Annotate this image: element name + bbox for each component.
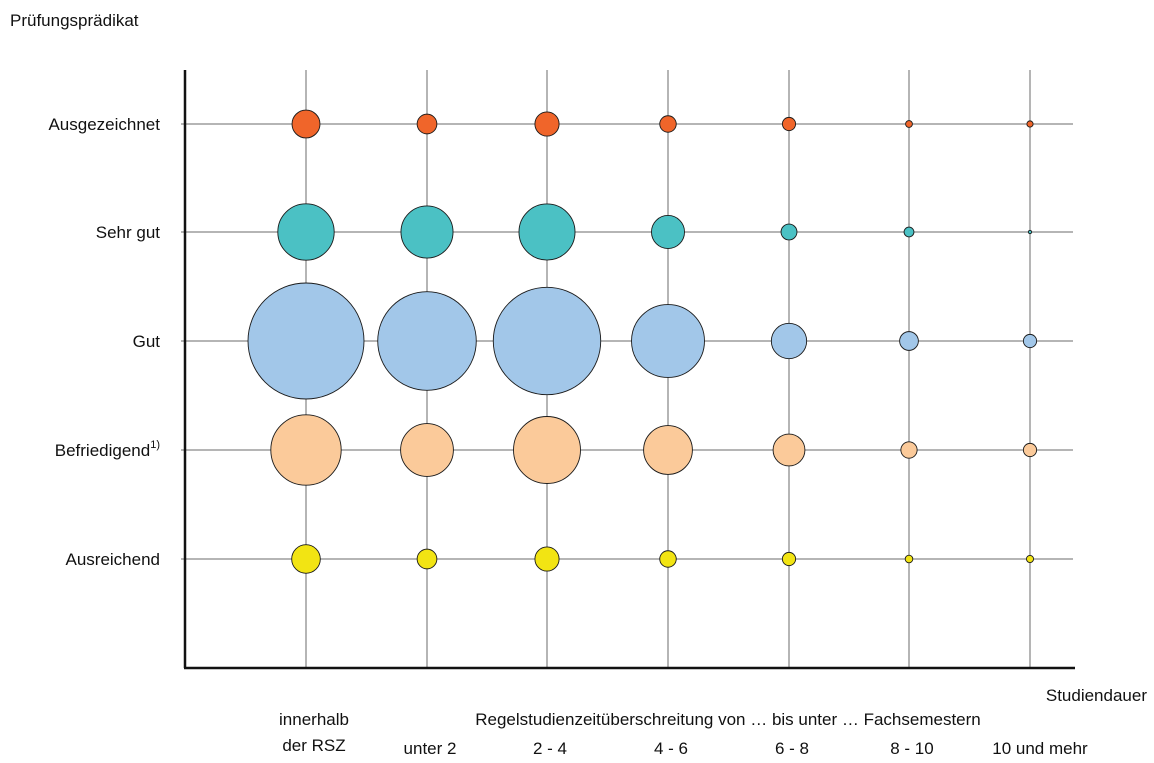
y-tick-label: Ausgezeichnet: [48, 115, 160, 134]
bubble-0-3: [659, 115, 677, 133]
bubble-2-6: [1022, 333, 1038, 349]
x-tick-label: unter 2: [404, 739, 457, 758]
bubble-3-4: [772, 433, 806, 467]
bubble-0-2: [534, 111, 560, 137]
bubble-2-5: [899, 331, 919, 351]
bubble-1-0: [277, 203, 335, 261]
bubble-1-5: [903, 226, 915, 238]
bubble-2-0: [247, 282, 365, 400]
footnote-marker: 1): [150, 439, 160, 451]
bubble-4-5: [904, 554, 914, 564]
bubble-3-2: [513, 416, 581, 484]
bubble-1-3: [651, 215, 685, 249]
x-tick-label: 10 und mehr: [992, 739, 1088, 758]
bubble-4-2: [534, 546, 560, 572]
x-tick-label: 8 - 10: [890, 739, 933, 758]
bubble-3-5: [900, 441, 918, 459]
bubbles: [247, 109, 1038, 574]
x-tick-label: 2 - 4: [533, 739, 567, 758]
bubble-1-4: [780, 223, 798, 241]
x-tick-label: der RSZ: [282, 736, 345, 755]
y-axis-title: Prüfungsprädikat: [10, 11, 139, 30]
bubble-2-1: [377, 291, 477, 391]
x-group-label: Regelstudienzeitüberschreitung von … bis…: [475, 710, 981, 729]
bubble-0-6: [1026, 120, 1034, 128]
y-tick-label: Ausreichend: [65, 550, 160, 569]
bubble-3-3: [643, 425, 693, 475]
bubble-3-0: [270, 414, 342, 486]
bubble-4-0: [291, 544, 321, 574]
bubble-0-4: [781, 116, 797, 132]
bubble-4-4: [781, 551, 797, 567]
bubble-3-6: [1022, 442, 1038, 458]
x-tick-label-line1: innerhalb: [279, 710, 349, 729]
bubble-4-1: [416, 548, 438, 570]
bubble-0-5: [905, 120, 913, 128]
bubble-1-6: [1027, 229, 1033, 235]
axes: [183, 70, 1075, 670]
bubble-0-1: [416, 113, 438, 135]
bubble-0-0: [291, 109, 321, 139]
bubble-1-2: [518, 203, 576, 261]
y-tick-label: Sehr gut: [96, 223, 161, 242]
bubble-2-3: [631, 304, 705, 378]
bubble-2-4: [770, 322, 808, 360]
bubble-2-2: [492, 286, 602, 396]
bubble-4-6: [1025, 554, 1035, 564]
y-tick-label: Gut: [133, 332, 161, 351]
x-axis-title: Studiendauer: [1046, 686, 1147, 705]
x-tick-label: 4 - 6: [654, 739, 688, 758]
x-tick-label: 6 - 8: [775, 739, 809, 758]
labels: Prüfungsprädikat Studiendauer Regelstudi…: [10, 11, 1147, 758]
bubble-1-1: [400, 205, 454, 259]
bubble-4-3: [659, 550, 677, 568]
y-tick-label: Befriedigend1): [55, 439, 160, 460]
bubble-3-1: [400, 423, 454, 477]
